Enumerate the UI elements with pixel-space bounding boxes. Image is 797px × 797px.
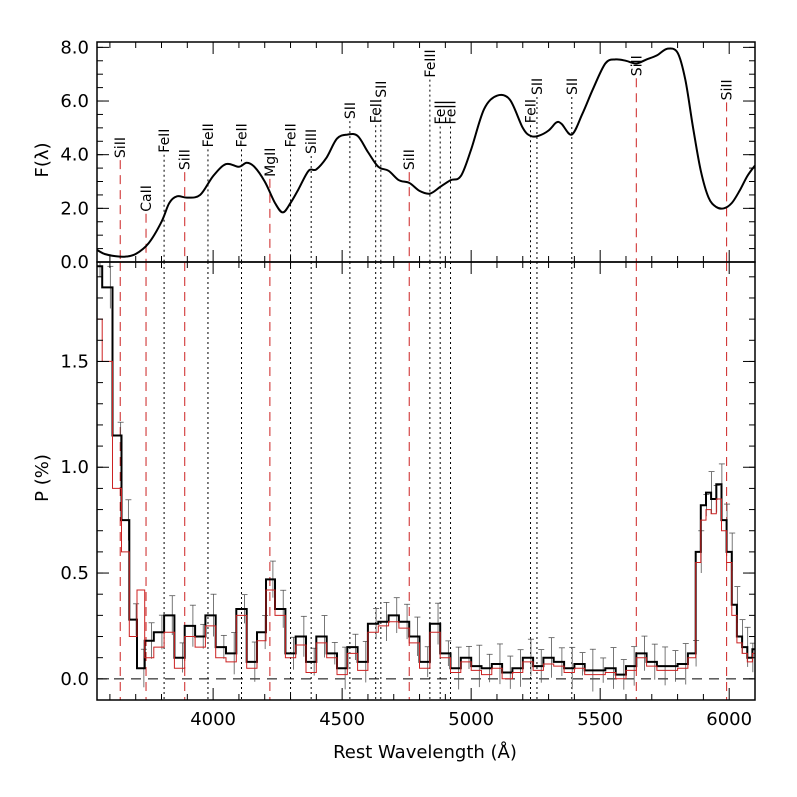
line-id-label: SII: [530, 78, 546, 95]
polarization-series-line: [97, 318, 755, 680]
line-id-label: MgII: [263, 148, 279, 177]
x-tick-label: 4000: [190, 709, 236, 730]
line-id-label: FeII: [524, 99, 540, 123]
line-id-label: FeII: [201, 123, 217, 147]
y-tick-label: 1.0: [60, 457, 89, 478]
line-id-label: SiII: [402, 149, 418, 170]
line-id-label: FeII: [284, 123, 300, 147]
polarization-panel: 0.0 0.5 1.0 1.5: [60, 261, 756, 701]
line-id-label: FeII: [444, 100, 460, 124]
y-tick-label: 8.0: [60, 37, 89, 58]
line-id-label: SiII: [178, 149, 194, 170]
line-id-label: FeII: [369, 99, 385, 123]
pol-y-axis-label: P (%): [32, 454, 53, 502]
y-tick-label: 2.0: [60, 198, 89, 219]
line-id-label: SII: [565, 78, 581, 95]
x-tick-label: 4500: [319, 709, 365, 730]
x-axis: 4000 4500 5000 5500 6000: [190, 709, 752, 730]
polarization-plot-area: [97, 262, 755, 700]
x-tick-label: 5500: [577, 709, 623, 730]
line-id-label: SiIII: [304, 129, 320, 154]
x-tick-label: 6000: [706, 709, 752, 730]
line-id-label: SiII: [629, 55, 645, 76]
line-id-label: CaII: [139, 185, 155, 212]
line-id-label: FeII: [235, 123, 251, 147]
polarization-series-line: [97, 265, 755, 676]
polarization-frame: [96, 261, 756, 701]
line-id-label: SII: [343, 102, 359, 119]
line-id-label: SII: [374, 81, 390, 98]
y-tick-label: 0.5: [60, 563, 89, 584]
y-tick-label: 0.0: [60, 669, 89, 690]
flux-series-line: [97, 47, 755, 258]
flux-y-axis-label: F(λ): [32, 142, 53, 177]
flux-plot-area: [97, 47, 755, 262]
line-id-label: SiII: [720, 79, 736, 100]
x-tick-label: 5000: [448, 709, 494, 730]
line-id-label: SiII: [113, 137, 129, 158]
y-tick-label: 0.0: [60, 252, 89, 273]
y-tick-label: 4.0: [60, 145, 89, 166]
y-tick-label: 6.0: [60, 91, 89, 112]
y-tick-label: 1.5: [60, 351, 89, 372]
x-axis-label: Rest Wavelength (Å): [333, 741, 517, 763]
line-id-label: FeIII: [423, 49, 439, 77]
line-id-label: FeII: [433, 100, 449, 124]
line-id-label: FeII: [157, 129, 173, 153]
